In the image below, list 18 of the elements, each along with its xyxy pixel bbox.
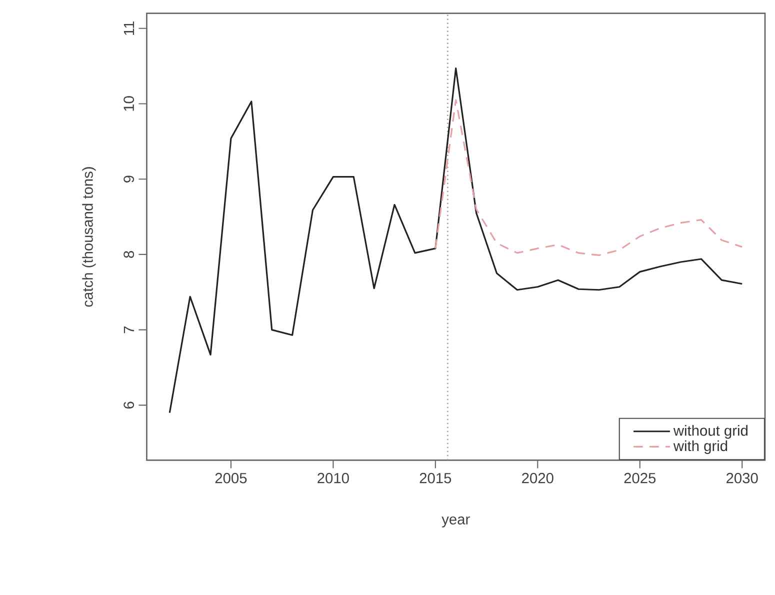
x-tick-label: 2015 [420,472,452,484]
x-tick-label: 2030 [726,472,758,484]
y-tick-label: 9 [124,176,134,183]
y-axis-title: catch (thousand tons) [82,167,96,307]
y-tick-label: 6 [124,402,134,409]
x-tick-label: 2020 [522,472,554,484]
y-tick-label: 7 [124,326,134,334]
y-tick-label: 8 [124,251,134,258]
x-tick-label: 2025 [624,472,656,484]
legend-label: with grid [673,440,728,454]
legend-label: without grid [673,425,748,439]
y-tick-label: 10 [124,96,134,111]
y-tick-label: 11 [124,22,134,35]
x-tick-label: 2005 [215,472,247,484]
x-axis-title: year [442,516,470,528]
x-tick-label: 2010 [318,472,349,484]
line-series [168,68,743,414]
line-series [434,99,743,256]
